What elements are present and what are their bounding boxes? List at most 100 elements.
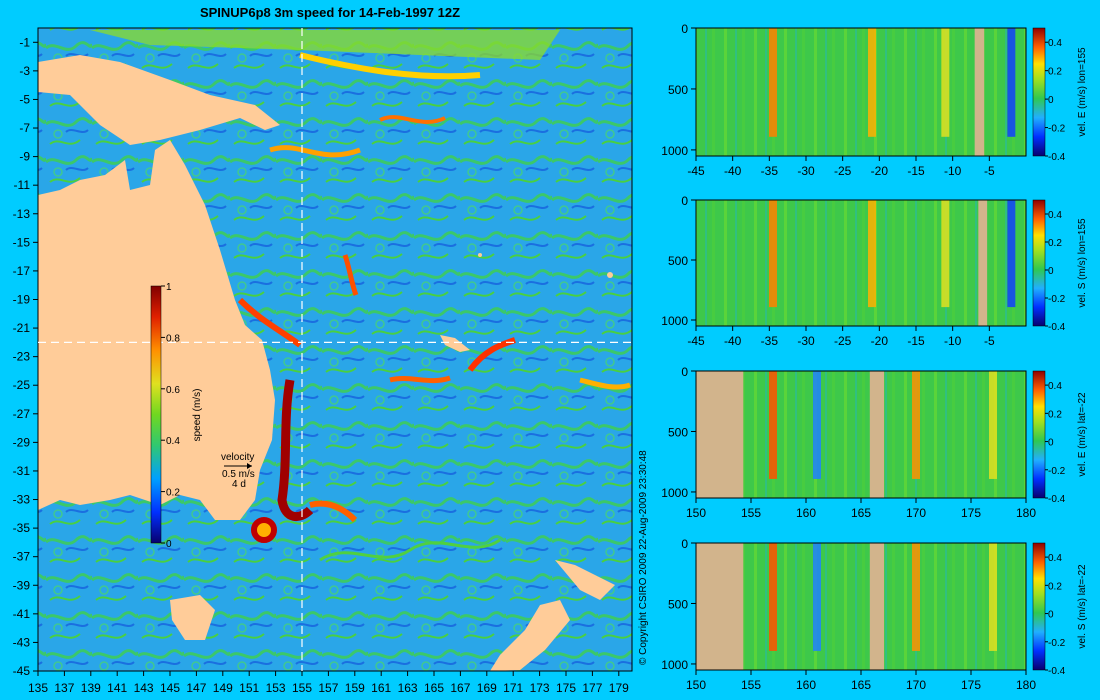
x-tick-label: 169 (477, 681, 497, 695)
colorbar-tick-label: 0.4 (1048, 38, 1062, 49)
new-zealand-land (490, 560, 615, 671)
new-caledonia-land (440, 335, 470, 352)
section-land (974, 28, 985, 156)
colorbar-tick-label: -0.2 (1048, 124, 1066, 135)
current-band (237, 297, 302, 348)
island (607, 272, 613, 278)
x-tick-label: 165 (851, 678, 871, 692)
y-tick-label: -5 (19, 92, 30, 106)
x-tick-label: -5 (984, 164, 995, 178)
colorbar-tick-label: 0.2 (1048, 409, 1062, 420)
y-tick-label: 0 (681, 194, 688, 208)
x-tick-label: -40 (724, 164, 742, 178)
velocity-jet (813, 371, 821, 479)
y-tick-label: 0 (681, 22, 688, 36)
colorbar-tick-label: 0.2 (1048, 581, 1062, 592)
velocity-key: velocity 0.5 m/s 4 d (221, 452, 255, 490)
x-tick-label: 173 (530, 681, 550, 695)
x-tick-label: 160 (796, 678, 816, 692)
x-tick-label: 161 (371, 681, 391, 695)
x-tick-label: -45 (687, 334, 705, 348)
x-tick-label: -45 (687, 164, 705, 178)
x-tick-label: 151 (239, 681, 259, 695)
current-band (342, 254, 359, 296)
x-tick-label: 157 (318, 681, 338, 695)
x-tick-label: 153 (266, 681, 286, 695)
copyright-text: © Copyright CSIRO 2009 22-Aug-2009 23:30… (638, 450, 649, 665)
current-band (269, 145, 361, 158)
x-tick-label: -15 (907, 164, 925, 178)
y-tick-label: -9 (19, 150, 30, 164)
y-tick-label: 500 (668, 254, 688, 268)
section-field (696, 371, 1026, 498)
current-band (379, 115, 446, 124)
colorbar-tick-label: -0.4 (1048, 494, 1066, 505)
x-tick-label: 175 (961, 506, 981, 520)
current-band (579, 377, 631, 390)
section-land (696, 543, 744, 670)
x-tick-label: 167 (450, 681, 470, 695)
section-panel-1: -45 -40 -35 -30 -25 -20 -15 -10 -5 0 500 1000 0.4 0.2… (661, 22, 1088, 178)
colorbar-tick-label: 0 (1048, 610, 1054, 621)
velocity-arrowhead (247, 463, 252, 469)
y-tick-label: -29 (13, 435, 31, 449)
y-tick-label: -21 (13, 321, 31, 335)
velocity-jet (868, 200, 876, 308)
y-tick-label: -45 (13, 664, 31, 678)
x-tick-label: 150 (686, 506, 706, 520)
map-x-ticks: 135 137 139 141 143 145 147 149 151 153 155 157 159 1… (28, 671, 629, 695)
velocity-jet (813, 543, 821, 651)
current-band (467, 337, 516, 372)
section-label: vel. E (m/s) lon=155 (1077, 47, 1088, 137)
x-tick-label: -5 (984, 334, 995, 348)
x-tick-label: 175 (556, 681, 576, 695)
colorbar-tick-label: -0.4 (1048, 322, 1066, 333)
y-tick-label: -41 (13, 607, 31, 621)
y-tick-label: -3 (19, 64, 30, 78)
y-tick-label: -17 (13, 264, 31, 278)
section-panels: -45 -40 -35 -30 -25 -20 -15 -10 -5 0 500 1000 0.4 0.2… (661, 22, 1088, 692)
colorbar-ticks: 0 0.2 0.4 0.6 0.8 1 (161, 282, 180, 550)
colorbar-tick-label: -0.2 (1048, 638, 1066, 649)
current-band (309, 500, 358, 523)
section-land (869, 543, 885, 670)
x-tick-label: -15 (907, 334, 925, 348)
y-tick-label: 0 (681, 365, 688, 379)
y-tick-label: 1000 (661, 314, 688, 328)
x-tick-label: 159 (345, 681, 365, 695)
y-tick-label: -23 (13, 350, 31, 364)
x-tick-label: 160 (796, 506, 816, 520)
x-tick-label: 165 (424, 681, 444, 695)
x-tick-label: -35 (761, 164, 779, 178)
y-tick-label: -13 (13, 207, 31, 221)
x-tick-label: -30 (797, 334, 815, 348)
x-tick-label: -40 (724, 334, 742, 348)
velocity-jet (941, 28, 950, 137)
colorbar-tick-label: -0.4 (1048, 666, 1066, 677)
y-tick-label: -33 (13, 493, 31, 507)
island (478, 253, 482, 257)
x-tick-label: 139 (81, 681, 101, 695)
section-colorbar (1032, 199, 1046, 327)
velocity-jet (769, 28, 777, 137)
x-tick-label: -30 (797, 164, 815, 178)
x-tick-label: 150 (686, 678, 706, 692)
y-tick-label: -19 (13, 292, 31, 306)
section-colorbar (1032, 542, 1046, 671)
y-tick-label: 500 (668, 83, 688, 97)
y-tick-label: 0 (681, 537, 688, 551)
y-tick-label: 500 (668, 425, 688, 439)
equatorial-current (90, 30, 560, 60)
colorbar-tick-label: -0.2 (1048, 466, 1066, 477)
section-frame (695, 199, 1027, 327)
x-tick-label: 135 (28, 681, 48, 695)
x-tick-label: 137 (54, 681, 74, 695)
section-field (696, 543, 1026, 670)
velocity-jet (769, 371, 777, 479)
section-colorbar (1032, 370, 1046, 499)
section-panel-4: 150 155 160 165 170 175 180 0 500 1000 0.4 0.2 0 -0.2… (661, 537, 1088, 692)
colorbar-tick-label: 0.4 (1048, 210, 1062, 221)
y-tick-label: 1000 (661, 144, 688, 158)
velocity-jet (989, 371, 997, 479)
